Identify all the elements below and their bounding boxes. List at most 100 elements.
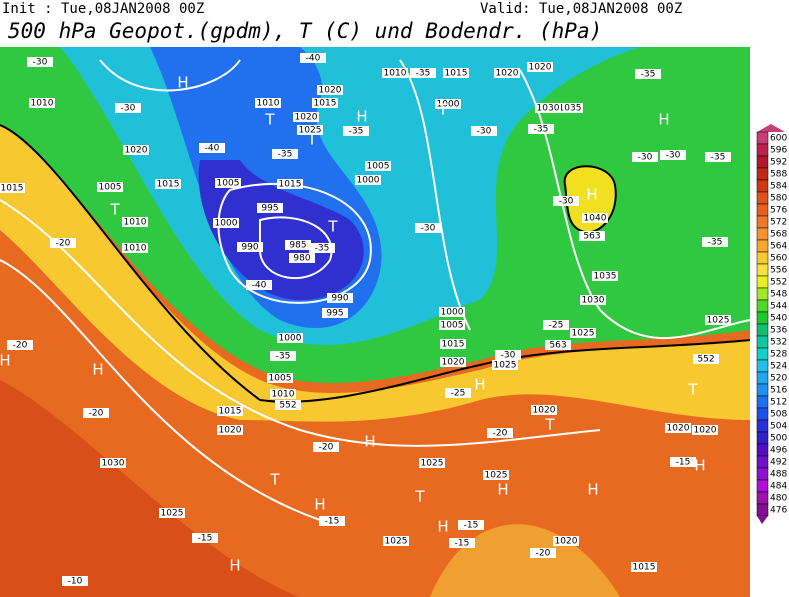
colorbar-top-arrow (757, 124, 785, 132)
valid-label: Valid: Tue,08JAN2008 00Z (480, 1, 682, 17)
pressure-center: T (109, 201, 120, 219)
label-box (415, 223, 441, 233)
colorbar-label: 504 (770, 422, 787, 432)
label-box (257, 203, 283, 213)
colorbar-swatch (756, 251, 769, 265)
isoline-label: 1015 (219, 407, 242, 417)
isoline-label: -15 (464, 521, 479, 531)
isoline-label: -35 (711, 153, 726, 163)
pressure-center: H (314, 496, 325, 514)
label-box (557, 103, 583, 113)
isoline-label: 1020 (667, 424, 690, 434)
label-box (115, 103, 141, 113)
colorbar-swatch (756, 155, 769, 169)
label-box (471, 126, 497, 136)
label-box (255, 98, 281, 108)
isoline-label: 1005 (269, 374, 292, 384)
label-box (693, 354, 719, 364)
label-box (702, 237, 728, 247)
colorbar-label: 536 (770, 326, 787, 336)
label-box (570, 328, 596, 338)
isoline-label: -40 (205, 144, 220, 154)
colorbar-swatch (756, 443, 769, 457)
label-box (289, 253, 315, 263)
isoline-label: 552 (697, 355, 714, 365)
isoline-label: -20 (89, 409, 104, 419)
isoline-label: 990 (241, 243, 258, 253)
pressure-center: T (327, 218, 338, 236)
isoline-label: 1000 (357, 176, 380, 186)
isoline-label: 1040 (584, 214, 607, 224)
pressure-center: T (437, 101, 448, 119)
isoline-label: 1020 (555, 537, 578, 547)
isoline-label: 1030 (537, 104, 560, 114)
isoline-label: 1000 (437, 100, 460, 110)
pressure-center: T (414, 488, 425, 506)
label-box (365, 161, 391, 171)
isoline-label: 980 (293, 254, 310, 264)
isoline-label: 1005 (367, 162, 390, 172)
isoline-label: -15 (455, 539, 470, 549)
colorbar-swatch (756, 491, 769, 505)
label-box (343, 126, 369, 136)
label-box (237, 242, 263, 252)
label-box (275, 400, 301, 410)
colorbar-label: 500 (770, 434, 787, 444)
colorbar-swatch (756, 299, 769, 313)
label-box (317, 85, 343, 95)
colorbar-label: 568 (770, 230, 787, 240)
label-box (327, 293, 353, 303)
label-box (592, 271, 618, 281)
colorbar-label: 476 (770, 506, 787, 516)
colorbar-label: 596 (770, 146, 787, 156)
label-box (267, 373, 293, 383)
label-box (285, 240, 311, 250)
label-box (660, 150, 686, 160)
label-box (535, 103, 561, 113)
isoline-label: -35 (276, 352, 291, 362)
label-box (495, 350, 521, 360)
label-box (270, 351, 296, 361)
colorbar-label: 480 (770, 494, 787, 504)
isoline-label: -30 (33, 58, 48, 68)
label-box (705, 315, 731, 325)
isoline-label: -35 (349, 127, 364, 137)
colorbar-swatch (756, 395, 769, 409)
isoline-label: 990 (331, 294, 348, 304)
isoline-label: -15 (676, 458, 691, 468)
colorbar-label: 488 (770, 470, 787, 480)
label-box (530, 548, 556, 558)
colorbar-swatch (756, 359, 769, 373)
label-box (217, 406, 243, 416)
isoline-label: 1015 (157, 180, 180, 190)
isoline-label: -35 (416, 69, 431, 79)
label-box (27, 57, 53, 67)
colorbar-label: 584 (770, 182, 787, 192)
pressure-center: H (356, 108, 367, 126)
label-box (270, 389, 296, 399)
isoline-label: -30 (477, 127, 492, 137)
label-box (277, 179, 303, 189)
pressure-center: H (364, 433, 375, 451)
label-box (531, 405, 557, 415)
colorbar-swatch (756, 167, 769, 181)
isoline-label: 1030 (582, 296, 605, 306)
colorbar-swatch (756, 467, 769, 481)
label-box (159, 508, 185, 518)
isoline-label: 995 (326, 309, 343, 319)
isoline-label: 1030 (102, 459, 125, 469)
pressure-center: H (177, 74, 188, 92)
colorbar-swatch (756, 227, 769, 241)
label-box (0, 183, 25, 193)
label-box (123, 145, 149, 155)
pressure-center: T (687, 381, 698, 399)
label-box (297, 125, 323, 135)
map-labels: -30 1010 -30 1020 -40 1015 1005 T 1015 1010 1010 -2… (0, 53, 731, 587)
label-box (309, 243, 335, 253)
label-box (439, 307, 465, 317)
colorbar-label: 508 (770, 410, 787, 420)
label-box (439, 320, 465, 330)
label-box (382, 68, 408, 78)
isoline-label: 1025 (494, 361, 517, 371)
colorbar-label: 520 (770, 374, 787, 384)
